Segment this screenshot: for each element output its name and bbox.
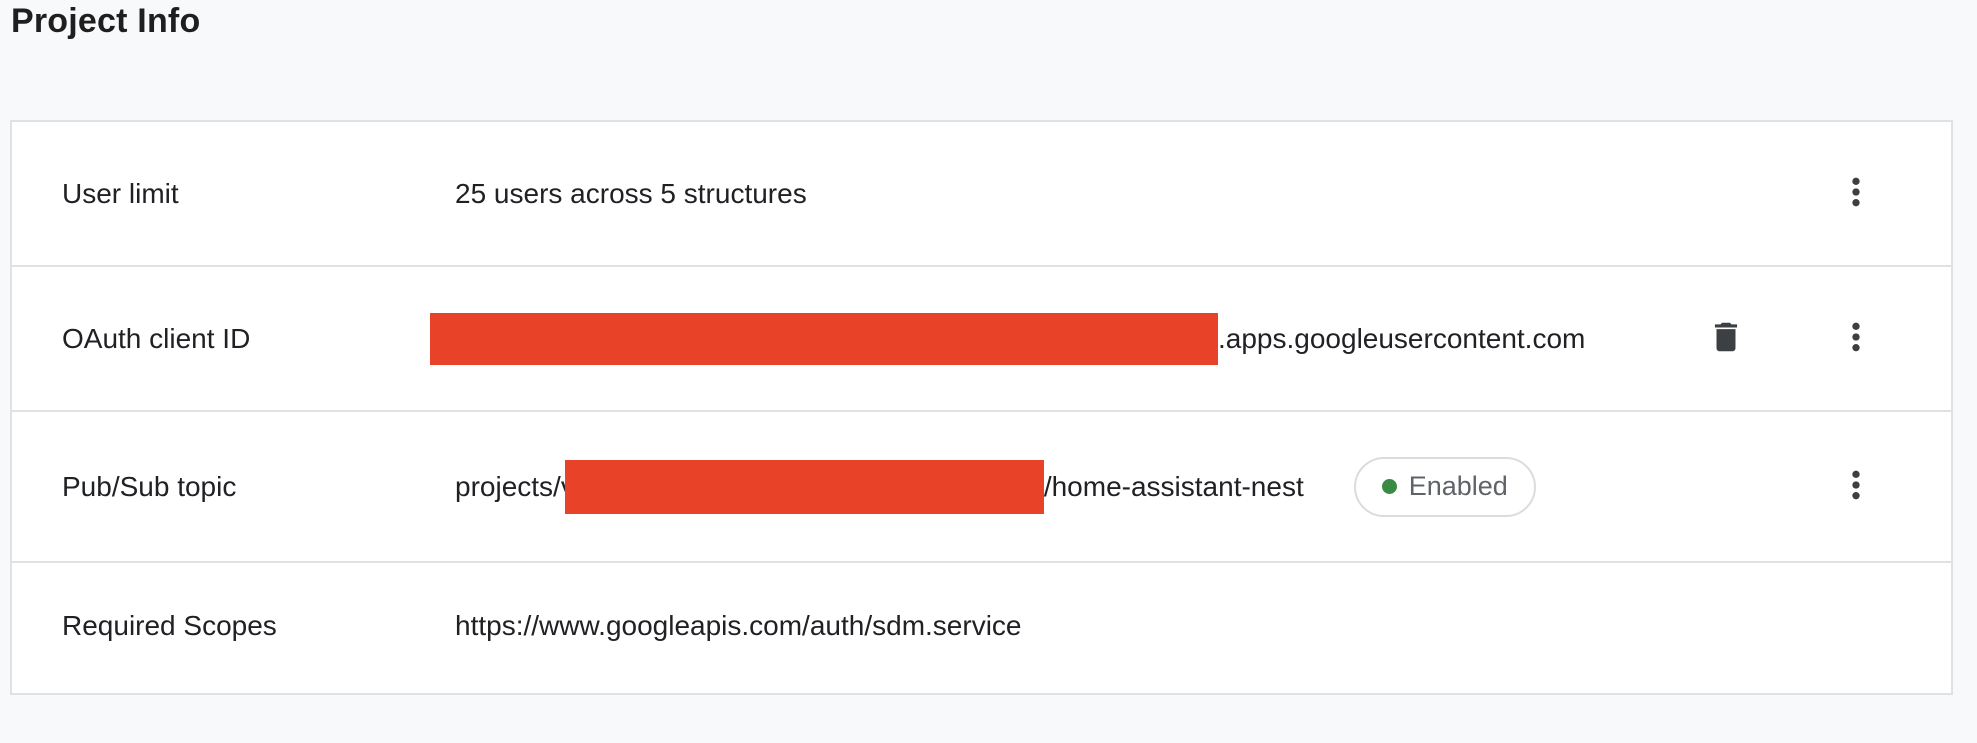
- user-limit-menu-button[interactable]: [1836, 174, 1876, 214]
- row-value: 25 users across 5 structures: [455, 177, 807, 209]
- row-user-limit: User limit 25 users across 5 structures: [12, 122, 1951, 265]
- row-required-scopes: Required Scopes https://www.googleapis.c…: [12, 561, 1951, 689]
- row-actions: [1836, 174, 1951, 214]
- row-pubsub-topic: Pub/Sub topic projects/v /home-assistant…: [12, 410, 1951, 561]
- row-value: .apps.googleusercontent.com: [430, 312, 1706, 365]
- trash-icon: [1707, 318, 1745, 359]
- pubsub-topic-suffix: /home-assistant-nest: [1043, 470, 1304, 502]
- row-value: projects/v /home-assistant-nest Enabled: [455, 456, 1836, 517]
- pubsub-topic-menu-button[interactable]: [1836, 467, 1876, 507]
- oauth-client-id-suffix: .apps.googleusercontent.com: [1218, 322, 1586, 354]
- project-info-card: User limit 25 users across 5 structures …: [10, 120, 1953, 695]
- status-badge-label: Enabled: [1408, 471, 1508, 501]
- row-actions: [1836, 467, 1951, 507]
- row-label: Pub/Sub topic: [62, 470, 237, 502]
- oauth-client-menu-button[interactable]: [1836, 319, 1876, 359]
- row-oauth-client-id: OAuth client ID .apps.googleusercontent.…: [12, 265, 1951, 410]
- row-label: User limit: [62, 177, 179, 209]
- redacted-project-id: [564, 459, 1044, 514]
- row-actions: [1706, 319, 1951, 359]
- kebab-menu-icon: [1836, 465, 1876, 508]
- row-value: https://www.googleapis.com/auth/sdm.serv…: [455, 610, 1022, 641]
- status-dot-icon: [1381, 479, 1397, 494]
- delete-oauth-client-button[interactable]: [1706, 319, 1746, 359]
- kebab-menu-icon: [1836, 317, 1876, 360]
- row-label: OAuth client ID: [62, 322, 251, 354]
- pubsub-topic-prefix: projects/v: [455, 470, 575, 502]
- kebab-menu-icon: [1836, 172, 1876, 215]
- redacted-oauth-client-id: [430, 312, 1218, 365]
- row-label: Required Scopes: [62, 610, 277, 641]
- page-title: Project Info: [11, 2, 201, 40]
- status-badge: Enabled: [1353, 456, 1536, 517]
